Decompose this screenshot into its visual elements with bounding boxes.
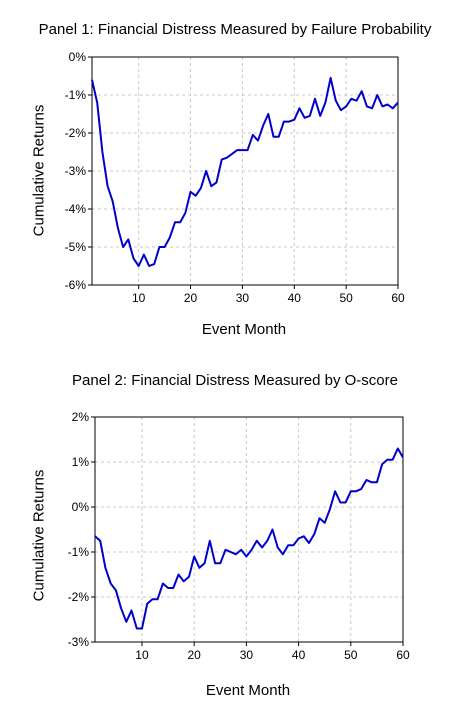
x-axis-label: Event Month [205,682,291,699]
panel-2: Panel 2: Financial Distress Measured by … [0,360,470,720]
x-tick-label: 10 [132,291,146,305]
y-tick-label: -1% [65,88,87,102]
panel-1: Panel 1: Financial Distress Measured by … [0,0,470,350]
y-tick-label: -3% [65,164,87,178]
x-tick-label: 20 [184,291,198,305]
y-tick-label: 0% [72,500,90,514]
x-tick-label: 30 [236,291,250,305]
y-tick-label: -1% [68,545,90,559]
series-line [91,76,399,267]
plot-frame [94,416,404,643]
x-tick-label: 60 [391,291,405,305]
x-tick-label: 50 [344,648,358,662]
x-axis-label: Event Month [201,321,287,338]
chart-title: Panel 1: Financial Distress Measured by … [38,21,432,38]
y-tick-label: 2% [72,410,90,424]
x-tick-label: 40 [288,291,302,305]
x-tick-label: 30 [240,648,254,662]
y-tick-label: -3% [68,635,90,649]
chart-title: Panel 2: Financial Distress Measured by … [72,372,398,389]
x-tick-label: 20 [188,648,202,662]
x-tick-label: 40 [292,648,306,662]
y-tick-label: -4% [65,202,87,216]
y-tick-label: 0% [69,50,87,64]
x-tick-label: 50 [339,291,353,305]
chart-plot: 2% 1% 0% -1% -2% -3% 10 20 30 40 50 60 [68,410,410,662]
x-tick-label: 60 [396,648,410,662]
y-tick-label: -6% [65,278,87,292]
series-line [94,447,404,630]
y-tick-label: -5% [65,240,87,254]
y-tick-label: 1% [72,455,90,469]
y-tick-label: -2% [65,126,87,140]
x-tick-label: 10 [135,648,149,662]
y-tick-label: -2% [68,590,90,604]
chart-plot: 0% -1% -2% -3% -4% -5% -6% 10 20 30 40 50 60 [65,50,405,305]
